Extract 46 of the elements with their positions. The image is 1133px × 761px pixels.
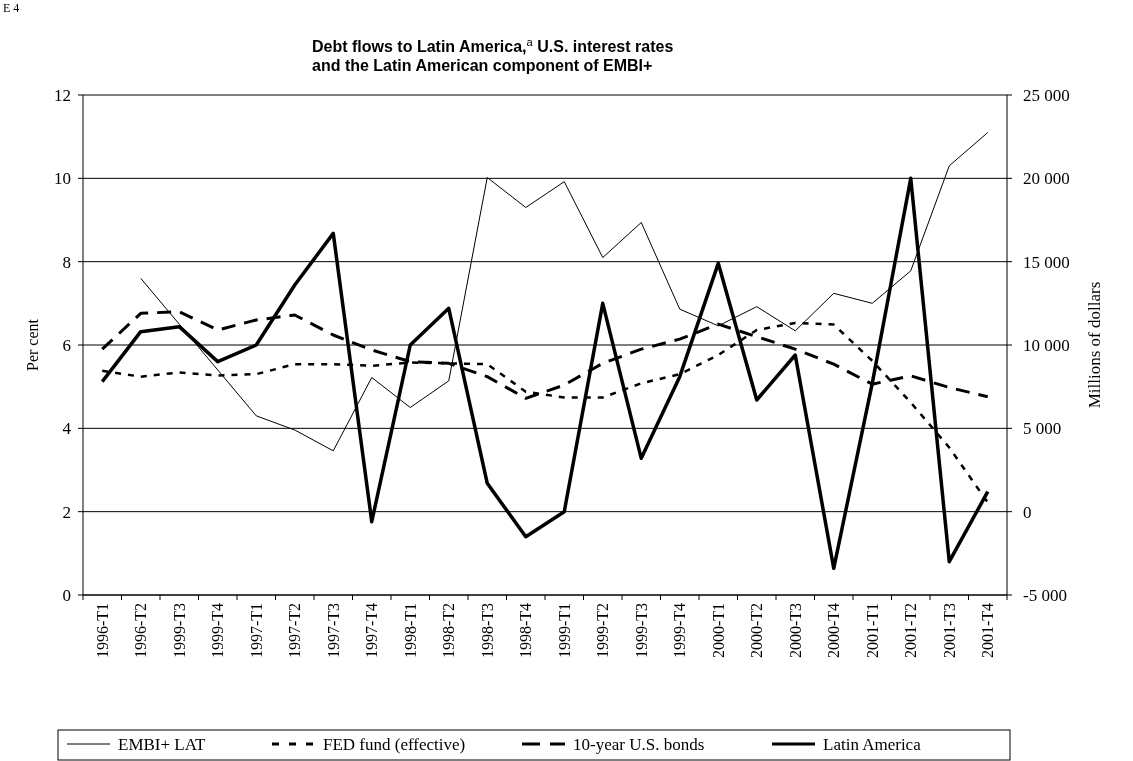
legend-label: FED fund (effective) — [323, 734, 466, 754]
y-tick-label: 8 — [62, 252, 71, 272]
x-tick-label: 1999-T4 — [671, 603, 689, 659]
x-tick-label: 2001-T2 — [902, 603, 920, 659]
legend-label: EMBI+ LAT — [118, 734, 207, 754]
x-tick-label: 2001-T3 — [940, 603, 958, 659]
y-tick-label: 2 — [62, 502, 71, 522]
x-tick-label: 1996-T2 — [132, 603, 150, 659]
y-tick-label: 6 — [62, 335, 71, 355]
x-tick-label: 1997-T3 — [324, 603, 342, 659]
y-tick-label: 0 — [62, 585, 71, 605]
x-tick-label: 1997-T1 — [247, 603, 265, 659]
x-tick-label: 2000-T1 — [709, 603, 727, 659]
x-tick-label: 2001-T4 — [979, 603, 997, 659]
x-tick-label: 1997-T2 — [286, 603, 304, 659]
x-tick-label: 1999-T4 — [209, 603, 227, 659]
y-axis-title: Per cent — [24, 318, 41, 371]
chart-title: Debt flows to Latin America,$^{a}$ U.S. interest rates and the Latin American component of EMBI+ — [312, 36, 674, 74]
legend-label: Latin America — [823, 734, 922, 754]
x-tick-label: 2000-T4 — [825, 603, 843, 659]
y2-tick-label: 25 000 — [1023, 85, 1070, 105]
x-tick-label: 1998-T4 — [517, 603, 535, 659]
x-tick-label: 1999-T1 — [555, 603, 573, 659]
text: E 4 — [3, 1, 20, 15]
x-tick-label: 1998-T3 — [478, 603, 496, 659]
legend-label: 10-year U.S. bonds — [573, 734, 705, 754]
x-tick-label: 1999-T2 — [594, 603, 612, 659]
y-tick-label: 4 — [62, 419, 72, 439]
x-tick-label: 1998-T2 — [440, 603, 458, 659]
y2-tick-label: 20 000 — [1023, 169, 1070, 189]
x-tick-label: 1999-T3 — [632, 603, 650, 659]
x-tick-label: 1996-T1 — [93, 603, 111, 659]
y-tick-label: 12 — [54, 85, 71, 105]
x-tick-label: 2000-T2 — [748, 603, 766, 659]
y2-axis-title: Millions of dollars — [1085, 281, 1104, 409]
x-tick-label: 1999-T3 — [170, 603, 188, 659]
y2-tick-label: -5 000 — [1023, 585, 1067, 605]
y2-tick-label: 10 000 — [1023, 335, 1070, 355]
y-tick-label: 10 — [54, 169, 71, 189]
y2-tick-label: 15 000 — [1023, 252, 1070, 272]
x-tick-label: 1997-T4 — [363, 603, 381, 659]
y2-tick-label: 0 — [1023, 502, 1032, 522]
x-tick-label: 2001-T1 — [863, 603, 881, 659]
x-tick-label: 1998-T1 — [401, 603, 419, 659]
y2-tick-label: 5 000 — [1023, 419, 1062, 439]
x-tick-label: 2000-T3 — [786, 603, 804, 659]
